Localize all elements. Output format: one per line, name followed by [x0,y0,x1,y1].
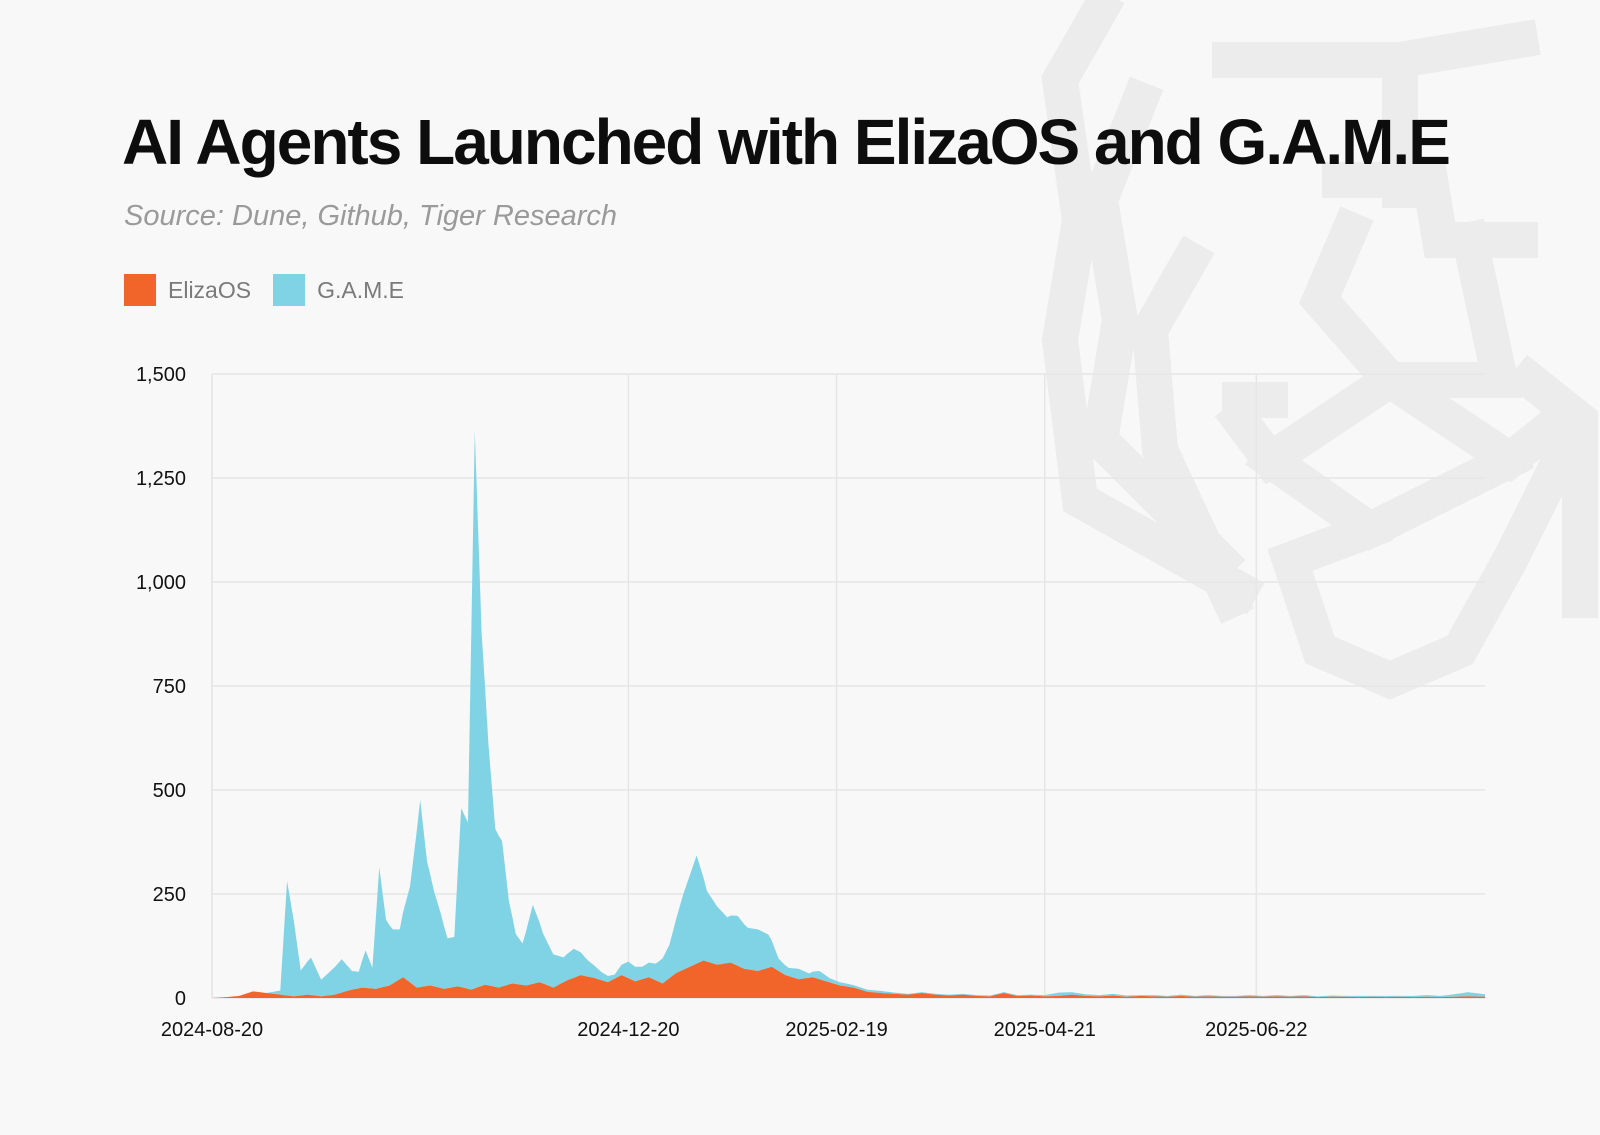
y-tick-label: 0 [175,988,186,1010]
chart-subtitle: Source: Dune, Github, Tiger Research [124,200,617,232]
legend-label-game: G.A.M.E [317,276,404,303]
tiger-logo-icon [1041,0,1598,700]
x-tick-label: 2025-04-21 [994,1019,1096,1041]
x-tick-label: 2024-12-20 [577,1019,679,1041]
chart-grid [211,373,1485,999]
area-game [212,430,1485,998]
y-tick-label: 500 [153,780,186,802]
y-tick-label: 750 [153,676,186,698]
x-tick-label: 2025-02-19 [785,1019,887,1041]
y-tick-label: 1,500 [136,364,186,386]
legend-label-elizaos: ElizaOS [168,276,252,303]
legend-item-game: G.A.M.E [273,274,404,306]
x-tick-label: 2024-08-20 [161,1019,263,1041]
y-tick-label: 1,000 [136,572,186,594]
chart-axis-labels: 0 250 500 750 1,000 1,250 1,500 2024-08-20 2024-… [136,364,1308,1041]
y-tick-label: 250 [153,884,186,906]
y-tick-label: 1,250 [136,468,186,490]
chart-areas [212,430,1485,998]
chart-title: AI Agents Launched with ElizaOS and G.A.… [122,106,1451,178]
x-tick-label: 2025-06-22 [1205,1019,1307,1041]
legend-item-elizaos: ElizaOS [124,274,251,306]
legend-swatch-game [273,274,306,306]
area-elizaos [212,960,1485,998]
chart-legend: ElizaOS G.A.M.E [124,274,404,306]
legend-swatch-elizaos [124,274,156,306]
